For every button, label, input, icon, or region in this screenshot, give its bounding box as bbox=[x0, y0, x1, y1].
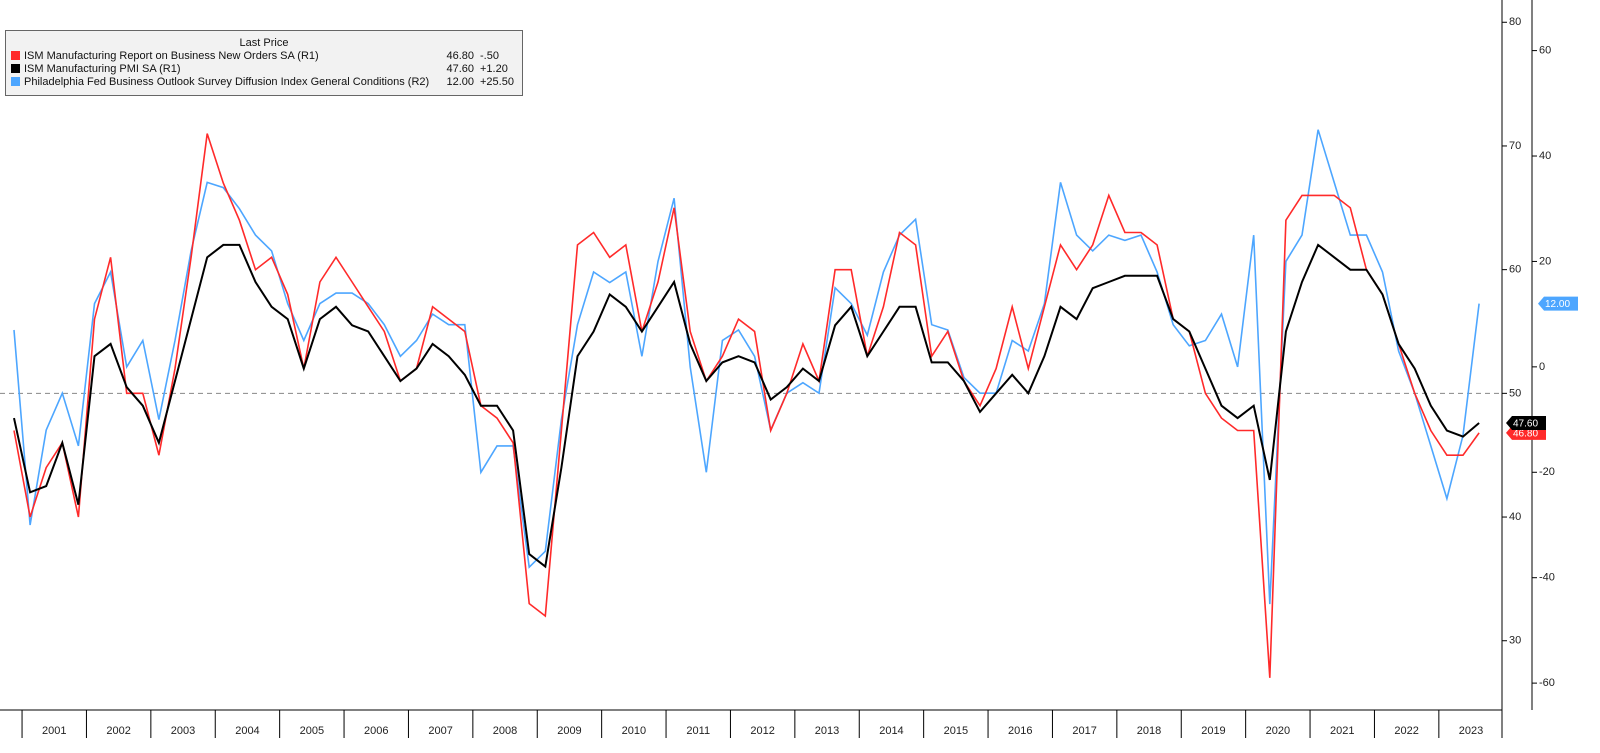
legend-item: Philadelphia Fed Business Outlook Survey… bbox=[6, 75, 522, 88]
x-tick-label: 2010 bbox=[622, 725, 646, 737]
x-tick-label: 2014 bbox=[879, 725, 903, 737]
legend: Last Price ISM Manufacturing Report on B… bbox=[5, 30, 523, 96]
x-tick-label: 2023 bbox=[1459, 725, 1483, 737]
legend-swatch bbox=[11, 77, 20, 86]
x-tick-label: 2013 bbox=[815, 725, 839, 737]
y2-tick-label: 40 bbox=[1539, 150, 1551, 162]
x-tick-label: 2006 bbox=[364, 725, 388, 737]
legend-item: ISM Manufacturing Report on Business New… bbox=[6, 49, 522, 62]
x-tick-label: 2011 bbox=[686, 725, 710, 737]
x-tick-label: 2009 bbox=[557, 725, 581, 737]
x-tick-label: 2008 bbox=[493, 725, 517, 737]
x-tick-label: 2005 bbox=[300, 725, 324, 737]
x-tick-label: 2004 bbox=[235, 725, 259, 737]
y2-tick-label: 0 bbox=[1539, 361, 1545, 373]
y-tick-label: 40 bbox=[1509, 511, 1521, 523]
x-tick-label: 2020 bbox=[1266, 725, 1290, 737]
value-flag-label: 12.00 bbox=[1545, 299, 1570, 310]
x-tick-label: 2019 bbox=[1201, 725, 1225, 737]
value-flag-label: 46.80 bbox=[1513, 429, 1538, 440]
y-tick-label: 80 bbox=[1509, 16, 1521, 28]
legend-last-value: 12.00 bbox=[446, 75, 474, 88]
legend-change: +25.50 bbox=[480, 75, 514, 88]
series-line bbox=[13, 129, 1480, 605]
series-line bbox=[13, 243, 1480, 569]
legend-swatch bbox=[11, 64, 20, 73]
legend-change: +1.20 bbox=[480, 62, 508, 75]
y-tick-label: 50 bbox=[1509, 387, 1521, 399]
legend-label: Philadelphia Fed Business Outlook Survey… bbox=[24, 75, 430, 88]
x-tick-label: 2017 bbox=[1072, 725, 1096, 737]
y2-tick-label: -20 bbox=[1539, 466, 1555, 478]
x-tick-label: 2021 bbox=[1330, 725, 1354, 737]
value-flag-label: 47.60 bbox=[1513, 419, 1538, 430]
x-tick-label: 2001 bbox=[42, 725, 66, 737]
x-tick-label: 2012 bbox=[750, 725, 774, 737]
legend-label: ISM Manufacturing Report on Business New… bbox=[24, 49, 319, 62]
legend-change: -.50 bbox=[480, 49, 499, 62]
legend-swatch bbox=[11, 51, 20, 60]
legend-last-value: 47.60 bbox=[446, 62, 474, 75]
x-tick-label: 2016 bbox=[1008, 725, 1032, 737]
y-tick-label: 60 bbox=[1509, 264, 1521, 276]
y2-tick-label: -60 bbox=[1539, 677, 1555, 689]
x-tick-label: 2002 bbox=[106, 725, 130, 737]
y-tick-label: 70 bbox=[1509, 140, 1521, 152]
legend-item: ISM Manufacturing PMI SA (R1) 47.60 +1.20 bbox=[6, 62, 522, 75]
x-tick-label: 2007 bbox=[428, 725, 452, 737]
y2-tick-label: 20 bbox=[1539, 255, 1551, 267]
x-tick-label: 2018 bbox=[1137, 725, 1161, 737]
legend-last-value: 46.80 bbox=[446, 49, 474, 62]
legend-title: Last Price bbox=[239, 37, 289, 49]
x-tick-label: 2022 bbox=[1394, 725, 1418, 737]
series-line bbox=[13, 133, 1480, 678]
value-flag bbox=[1538, 296, 1578, 311]
legend-label: ISM Manufacturing PMI SA (R1) bbox=[24, 62, 181, 75]
value-flag bbox=[1506, 416, 1546, 431]
y2-tick-label: -40 bbox=[1539, 572, 1555, 584]
x-tick-label: 2003 bbox=[171, 725, 195, 737]
y2-tick-label: 60 bbox=[1539, 45, 1551, 57]
y-tick-label: 30 bbox=[1509, 635, 1521, 647]
x-tick-label: 2015 bbox=[944, 725, 968, 737]
